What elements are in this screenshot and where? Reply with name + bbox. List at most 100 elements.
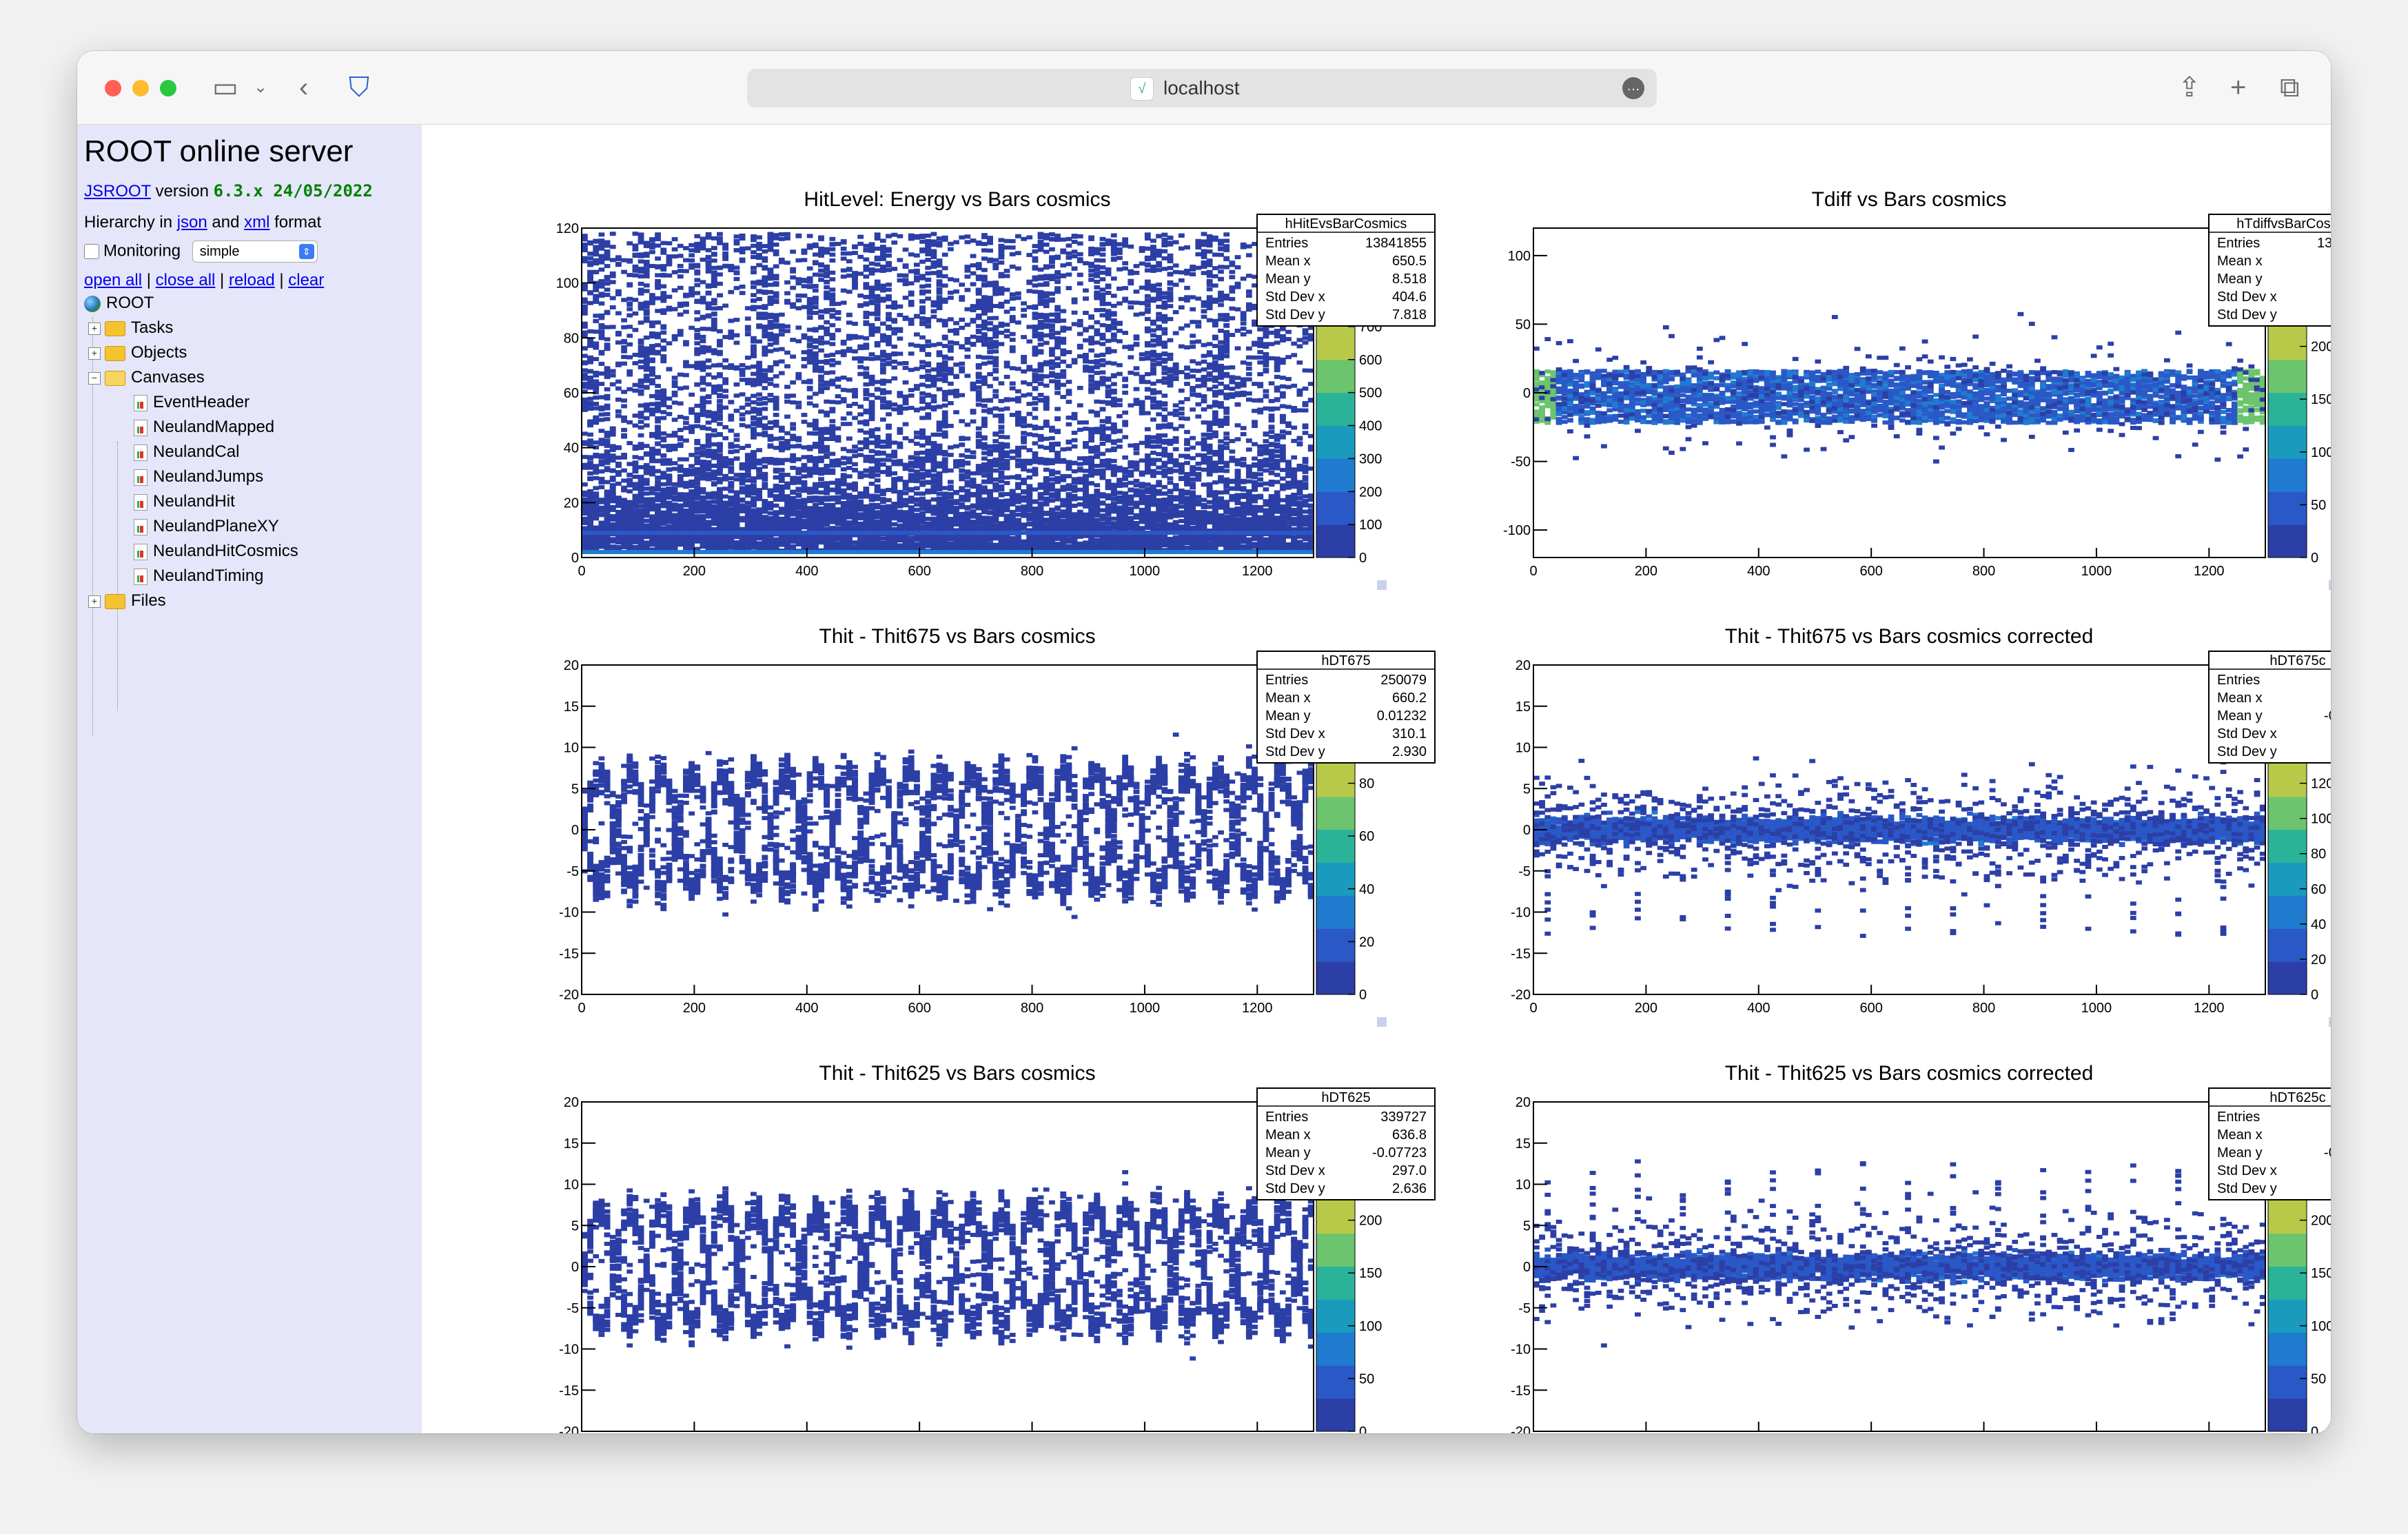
histogram-cell — [610, 369, 616, 374]
histogram-cell — [655, 436, 661, 440]
clear-link[interactable]: clear — [288, 271, 324, 289]
tree-item-objects[interactable]: + Objects — [88, 341, 187, 365]
tree-item-canvas[interactable]: NeulandPlaneXY — [134, 515, 279, 538]
tree-item-canvas[interactable]: NeulandHit — [134, 490, 235, 513]
expand-plus-icon[interactable]: + — [88, 347, 101, 360]
hierarchy-format-line: Hierarchy in json and xml format — [84, 213, 321, 232]
and-word: and — [212, 213, 239, 232]
monitoring-mode-select[interactable]: simple ⇕ — [192, 241, 318, 263]
histogram-cell — [633, 445, 639, 449]
histogram-cell — [660, 431, 666, 436]
histogram-cell — [626, 483, 633, 487]
zoom-window-button[interactable] — [160, 80, 176, 96]
share-icon[interactable]: ⇪ — [2178, 74, 2201, 101]
histogram-cell — [649, 466, 655, 470]
close-window-button[interactable] — [105, 80, 121, 96]
new-tab-icon[interactable]: + — [2230, 74, 2246, 101]
open-all-link[interactable]: open all — [84, 271, 142, 289]
histogram-cell — [626, 462, 633, 466]
tree-item-root[interactable]: ROOT — [84, 292, 154, 315]
xml-link[interactable]: xml — [244, 213, 269, 232]
histogram-cell — [615, 482, 622, 486]
histogram-cell — [615, 523, 622, 527]
tree-item-canvas[interactable]: EventHeader — [134, 391, 249, 414]
jsroot-link[interactable]: JSROOT — [84, 182, 151, 201]
more-options-icon[interactable]: … — [1622, 77, 1644, 99]
histogram-cell — [604, 311, 611, 315]
site-favicon-icon: √ — [1130, 77, 1154, 101]
back-arrow-icon[interactable]: ‹ — [299, 74, 308, 101]
histogram-cell — [660, 550, 666, 554]
histogram-cell — [604, 489, 611, 493]
histogram-cell — [615, 363, 622, 367]
expand-plus-icon[interactable]: + — [88, 595, 101, 608]
histogram-cell — [582, 517, 588, 521]
tree-item-files[interactable]: + Files — [88, 589, 166, 613]
histogram-cell — [638, 483, 644, 487]
histogram-cell — [644, 252, 650, 256]
histogram-cell — [587, 489, 593, 493]
histogram-cell — [649, 348, 655, 352]
histogram-cell — [638, 495, 644, 499]
histogram-cell — [615, 531, 622, 535]
histogram-cell — [621, 318, 627, 323]
minimize-window-button[interactable] — [132, 80, 149, 96]
histogram-cell — [610, 433, 616, 437]
address-bar[interactable]: √ localhost … — [747, 69, 1657, 108]
monitoring-checkbox[interactable] — [84, 244, 99, 259]
histogram-cell — [649, 535, 655, 539]
histogram-cell — [626, 501, 633, 505]
histogram-cell — [633, 424, 639, 428]
histogram-cell — [582, 369, 588, 373]
histogram-cell — [638, 391, 644, 396]
histogram-cell — [626, 334, 633, 338]
tree-item-tasks[interactable]: + Tasks — [88, 316, 173, 340]
close-all-link[interactable]: close all — [156, 271, 216, 289]
histogram-cell — [604, 442, 611, 447]
shield-icon[interactable]: ⛉ — [349, 74, 369, 101]
histogram-cell — [593, 516, 599, 520]
histogram-cell — [655, 237, 661, 241]
tree-label: Tasks — [131, 318, 173, 337]
histogram-cell — [587, 407, 593, 411]
histogram-cell — [638, 500, 644, 504]
tree-item-canvas[interactable]: NeulandJumps — [134, 465, 263, 489]
histogram-cell — [615, 398, 622, 402]
sidebar-toggle-icon[interactable]: ▭ — [212, 74, 238, 101]
tab-overview-icon[interactable]: ⧉ — [2280, 74, 2300, 101]
histogram-cell — [610, 446, 616, 450]
chevron-down-icon[interactable]: ⌄ — [254, 74, 267, 101]
histogram-cell — [621, 535, 627, 540]
histogram-cell — [644, 386, 650, 390]
histogram-cell — [655, 420, 661, 424]
histogram-cell — [604, 325, 611, 329]
histogram-cell — [633, 540, 639, 544]
tree-item-canvas[interactable]: NeulandHitCosmics — [134, 540, 298, 563]
tree-item-canvas[interactable]: NeulandMapped — [134, 416, 274, 439]
histogram-cell — [615, 340, 622, 345]
tree-item-canvas[interactable]: NeulandTiming — [134, 564, 264, 588]
histogram-cell — [582, 511, 588, 515]
histogram-cell — [615, 331, 622, 335]
expand-plus-icon[interactable]: + — [88, 323, 101, 335]
histogram-cell — [587, 252, 593, 256]
collapse-minus-icon[interactable]: − — [88, 372, 101, 385]
histogram-cell — [660, 347, 666, 351]
histogram-cell — [633, 353, 639, 357]
histogram-cell — [593, 385, 599, 389]
histogram-cell — [638, 425, 644, 429]
tree-label: ROOT — [106, 294, 154, 312]
histogram-cell — [660, 241, 666, 245]
histogram-cell — [638, 252, 644, 256]
histogram-cell — [615, 409, 622, 413]
histogram-cell — [638, 420, 644, 424]
reload-link[interactable]: reload — [229, 271, 275, 289]
histogram-cell — [610, 305, 616, 309]
histogram-cell — [649, 366, 655, 370]
tree-item-canvas[interactable]: NeulandCal — [134, 440, 239, 464]
histogram-cell — [599, 531, 605, 535]
json-link[interactable]: json — [177, 213, 207, 232]
tree-item-canvases[interactable]: − Canvases — [88, 366, 205, 389]
histogram-cell — [604, 396, 611, 400]
histogram-cell — [615, 515, 622, 520]
